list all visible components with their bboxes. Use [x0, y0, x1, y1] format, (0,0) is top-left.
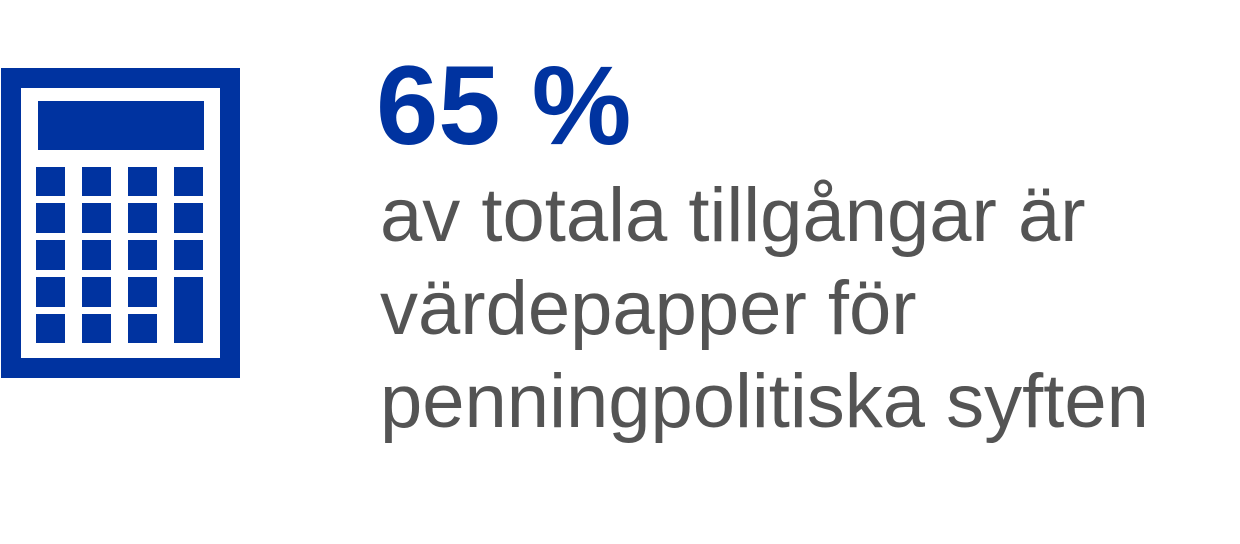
calculator-keys	[36, 167, 203, 343]
stat-description-line: penningpolitiska syften	[380, 359, 1149, 444]
stat-description-line: värdepapper för	[380, 266, 917, 351]
stat-description-line: av totala tillgångar är	[380, 173, 1086, 258]
stat-value: 65 %	[376, 43, 632, 168]
calculator-icon	[1, 68, 240, 378]
stat-description: av totala tillgångar är värdepapper för …	[380, 169, 1149, 448]
calculator-frame	[1, 68, 240, 378]
calculator-display	[38, 101, 204, 150]
